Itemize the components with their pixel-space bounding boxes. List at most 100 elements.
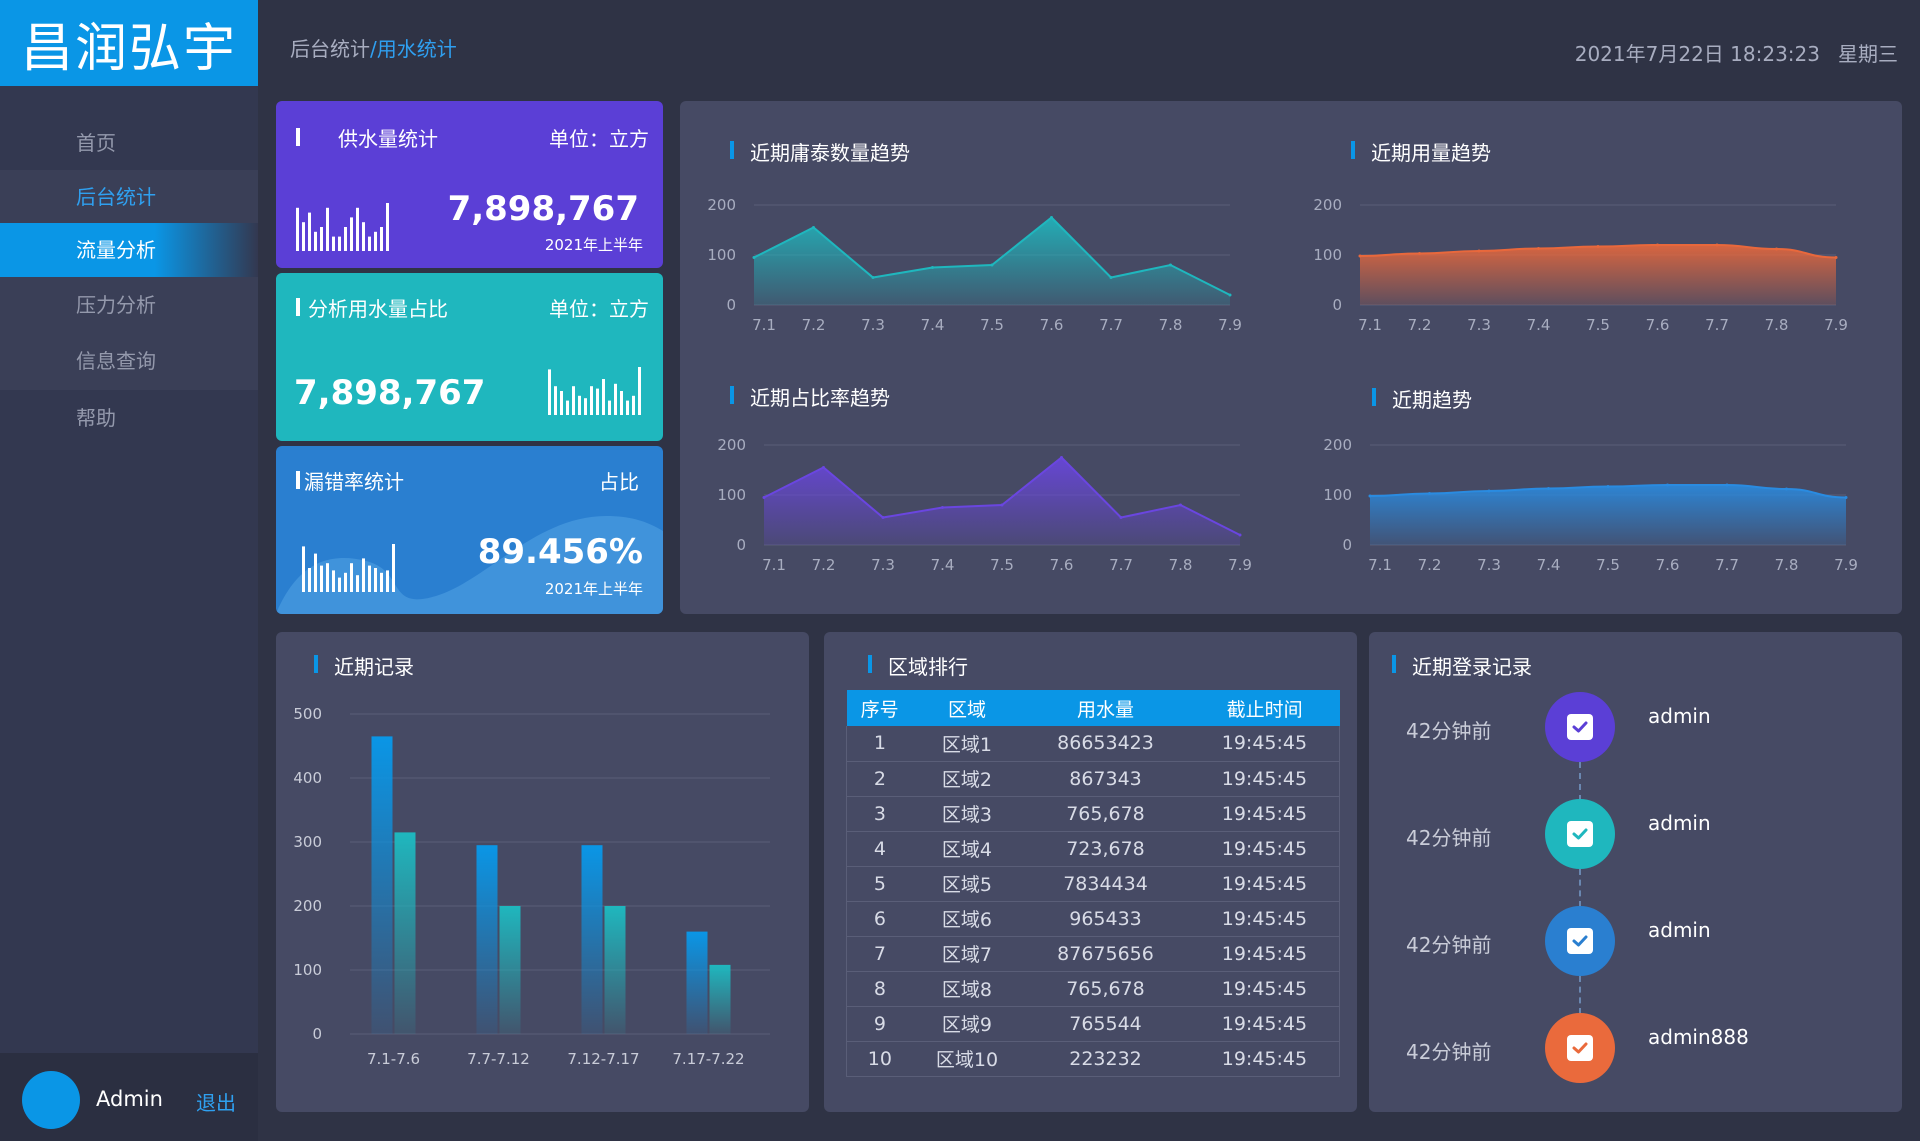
mini-bar bbox=[308, 568, 311, 592]
user-bar: Admin 退出 bbox=[0, 1053, 258, 1141]
data-point bbox=[1785, 487, 1788, 491]
mini-bar bbox=[548, 369, 551, 415]
mini-bar bbox=[296, 207, 299, 251]
area-fill bbox=[1360, 245, 1836, 305]
mini-bar bbox=[350, 563, 353, 592]
cell-time: 19:45:45 bbox=[1189, 761, 1340, 797]
login-panel bbox=[1369, 632, 1902, 1112]
y-tick-label: 200 bbox=[1313, 196, 1342, 214]
col-header-usage: 用水量 bbox=[1021, 690, 1190, 726]
login-user: admin888 bbox=[1648, 1025, 1749, 1049]
data-point bbox=[1169, 263, 1172, 267]
login-user: admin bbox=[1648, 704, 1711, 728]
records-title: 近期记录 bbox=[314, 651, 414, 680]
sidebar-item-pressure-analysis[interactable]: 压力分析 bbox=[76, 293, 156, 317]
bar bbox=[476, 845, 498, 1034]
data-point bbox=[752, 256, 756, 259]
cell-time: 19:45:45 bbox=[1189, 831, 1340, 867]
sidebar-item-home[interactable]: 首页 bbox=[76, 131, 116, 155]
breadcrumb-parent[interactable]: 后台统计 bbox=[290, 37, 370, 61]
sidebar-item-help[interactable]: 帮助 bbox=[76, 406, 116, 430]
x-tick-label: 7.9 bbox=[1834, 556, 1858, 574]
ranking-table: 序号 区域 用水量 截止时间 1 区域1 86653423 19:45:45 2 区域2 8… bbox=[845, 690, 1340, 1077]
login-time: 42分钟前 bbox=[1406, 826, 1492, 850]
mini-bar bbox=[608, 400, 611, 415]
x-tick-label: 7.8 bbox=[1159, 316, 1183, 334]
sidebar-item-backend-stats[interactable]: 后台统计 bbox=[76, 185, 156, 209]
ratio-stat-card: 分析用水量占比 单位：立方 7,898,767 bbox=[276, 273, 663, 441]
data-point bbox=[1358, 254, 1362, 258]
x-tick-label: 7.8 bbox=[1169, 556, 1193, 574]
x-tick-label: 7.1-7.6 bbox=[367, 1050, 420, 1068]
login-status-circle bbox=[1545, 799, 1615, 869]
mini-bar bbox=[326, 207, 329, 251]
logout-link[interactable]: 退出 bbox=[196, 1091, 236, 1115]
data-point bbox=[762, 496, 766, 499]
cell-index: 4 bbox=[845, 831, 913, 867]
cell-region: 区域2 bbox=[912, 761, 1022, 797]
x-tick-label: 7.6 bbox=[1656, 556, 1680, 574]
cell-region: 区域8 bbox=[912, 971, 1022, 1007]
x-tick-label: 7.12-7.17 bbox=[567, 1050, 639, 1068]
ranking-table-body: 1 区域1 86653423 19:45:45 2 区域2 867343 19:45:45 3 区… bbox=[845, 726, 1340, 1077]
data-point bbox=[1715, 243, 1719, 247]
data-point bbox=[1109, 276, 1113, 279]
checkbox-icon bbox=[1567, 928, 1593, 954]
y-tick-label: 200 bbox=[293, 897, 322, 915]
card-value: 7,898,767 bbox=[294, 373, 486, 413]
cell-index: 8 bbox=[845, 971, 913, 1007]
cell-index: 7 bbox=[845, 936, 913, 972]
app-logo[interactable]: 昌润弘宇 bbox=[0, 0, 258, 86]
x-tick-label: 7.8 bbox=[1765, 316, 1789, 334]
mini-bar bbox=[626, 400, 629, 415]
sidebar-item-flow-analysis[interactable]: 流量分析 bbox=[0, 223, 258, 277]
breadcrumb: 后台统计/用水统计 bbox=[290, 33, 457, 62]
data-point bbox=[1656, 243, 1659, 247]
y-tick-label: 300 bbox=[293, 833, 322, 851]
datetime: 2021年7月22日 18:23:23 星期三 bbox=[1557, 38, 1898, 67]
mini-bar bbox=[320, 227, 323, 251]
avatar[interactable] bbox=[22, 1071, 80, 1129]
card-unit: 单位：立方 bbox=[549, 297, 649, 321]
x-tick-label: 7.5 bbox=[1586, 316, 1610, 334]
table-row: 9 区域9 765544 19:45:45 bbox=[845, 1006, 1340, 1042]
mini-bar bbox=[302, 222, 305, 251]
data-point bbox=[1418, 252, 1421, 255]
login-time: 42分钟前 bbox=[1406, 719, 1492, 743]
x-tick-label: 7.1 bbox=[752, 316, 776, 334]
mini-bar bbox=[584, 398, 587, 415]
data-point bbox=[1119, 516, 1123, 519]
cell-region: 区域7 bbox=[912, 936, 1022, 972]
ranking-title: 区域排行 bbox=[868, 651, 968, 680]
x-tick-label: 7.9 bbox=[1218, 316, 1242, 334]
trend-chart-3: 0 100 200 7.1 7.2 7.3 7.4 7.5 7.6 7.7 7.8 7.9 bbox=[717, 436, 1252, 574]
cell-region: 区域1 bbox=[912, 726, 1022, 762]
cell-index: 1 bbox=[845, 726, 913, 762]
title-marker bbox=[296, 298, 300, 316]
mini-bar bbox=[308, 212, 311, 251]
sidebar-submenu-bg bbox=[0, 170, 258, 390]
data-point bbox=[1179, 503, 1182, 507]
mini-bar bbox=[392, 544, 395, 592]
card-period: 2021年上半年 bbox=[544, 580, 643, 598]
mini-bar bbox=[314, 553, 317, 592]
data-point bbox=[1487, 489, 1491, 493]
weekday-text: 星期三 bbox=[1838, 42, 1898, 66]
mini-bar bbox=[314, 231, 317, 251]
title-marker bbox=[296, 128, 300, 146]
y-tick-label: 0 bbox=[1332, 296, 1342, 314]
bar bbox=[686, 931, 708, 1034]
x-tick-label: 7.7 bbox=[1715, 556, 1739, 574]
data-point bbox=[1428, 492, 1431, 495]
x-tick-label: 7.2 bbox=[802, 316, 826, 334]
sidebar-item-info-query[interactable]: 信息查询 bbox=[76, 349, 156, 373]
cell-time: 19:45:45 bbox=[1189, 971, 1340, 1007]
cell-time: 19:45:45 bbox=[1189, 726, 1340, 762]
cell-index: 9 bbox=[845, 1006, 913, 1042]
mini-bar bbox=[326, 563, 329, 592]
data-point bbox=[1834, 256, 1838, 259]
table-row: 1 区域1 86653423 19:45:45 bbox=[845, 726, 1340, 762]
login-status-circle bbox=[1545, 906, 1615, 976]
x-tick-label: 7.7 bbox=[1705, 316, 1729, 334]
timeline-connector bbox=[1579, 869, 1581, 907]
